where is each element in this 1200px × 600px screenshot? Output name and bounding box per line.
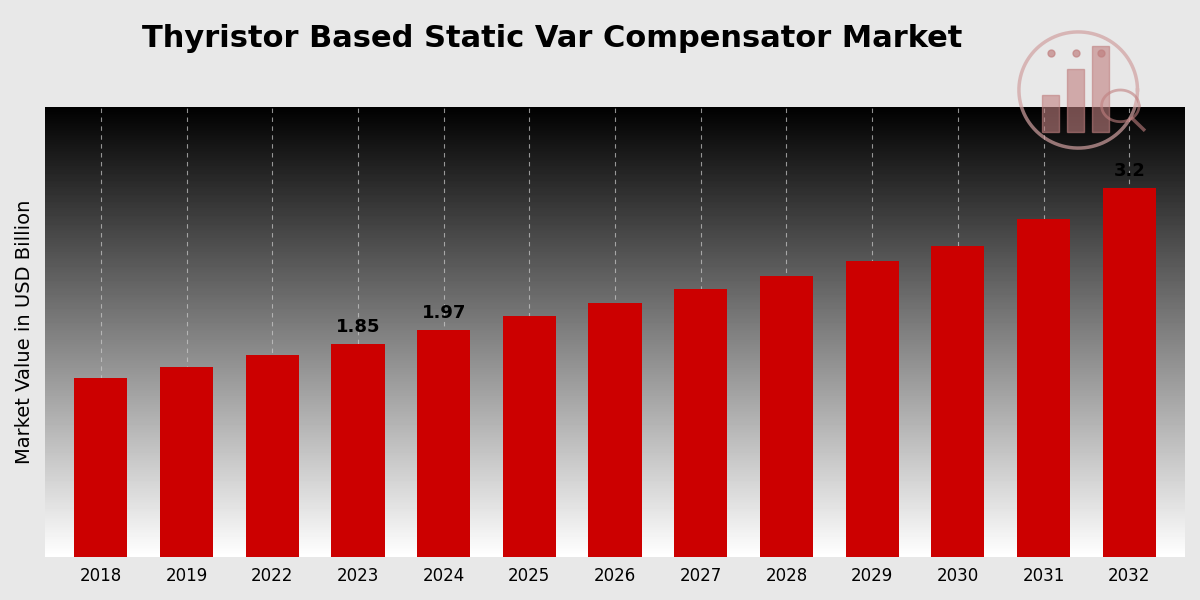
Bar [1092, 46, 1110, 132]
Bar [1067, 69, 1085, 132]
Bar [931, 245, 984, 557]
Bar [160, 367, 214, 557]
Bar [674, 289, 727, 557]
Bar [331, 344, 384, 557]
Bar [1103, 188, 1156, 557]
Bar [1043, 95, 1060, 132]
Bar [846, 260, 899, 557]
Bar [246, 355, 299, 557]
Text: 1.85: 1.85 [336, 317, 380, 335]
Text: Thyristor Based Static Var Compensator Market: Thyristor Based Static Var Compensator M… [142, 24, 962, 53]
Y-axis label: Market Value in USD Billion: Market Value in USD Billion [14, 200, 34, 464]
Bar [503, 316, 556, 557]
Bar [74, 379, 127, 557]
Bar [418, 330, 470, 557]
Text: 3.2: 3.2 [1114, 162, 1145, 180]
Text: 1.97: 1.97 [421, 304, 466, 322]
Bar [1018, 219, 1070, 557]
Bar [760, 275, 814, 557]
Bar [588, 303, 642, 557]
